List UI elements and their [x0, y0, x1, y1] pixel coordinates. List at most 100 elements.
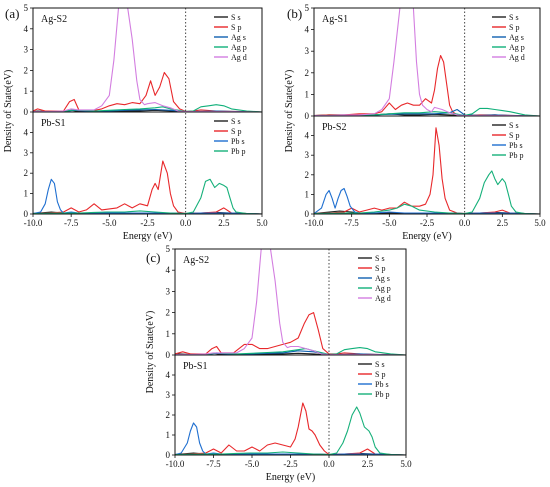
y-tick-label: 3: [24, 148, 29, 158]
y-axis-label: Density of State(eV): [284, 70, 295, 153]
legend-label: S s: [231, 117, 241, 126]
y-tick-label: 1: [305, 89, 310, 99]
y-tick-label: 1: [166, 430, 171, 440]
legend-label: S p: [231, 127, 241, 136]
x-tick-label: 5.0: [534, 218, 546, 228]
dos-subplot-ag-s1: 0 1 2 3 4 5 Ag-S1 S sS pAg sAg pAg d: [305, 3, 541, 121]
x-tick-label: -7.5: [64, 218, 79, 228]
series-line-s-p: [313, 54, 541, 117]
x-tick-label: 2.5: [362, 459, 374, 469]
dos-subplot-pb-s1: 0 1 2 3 4 Pb-S1 S sS pPb sPb p: [24, 117, 263, 219]
series-line-ag-p: [32, 104, 263, 113]
legend-label: Ag p: [509, 43, 525, 52]
series-line-s-p: [174, 402, 407, 456]
legend-label: Pb s: [231, 137, 245, 146]
legend-label: S s: [375, 254, 385, 263]
y-tick-label: 4: [24, 24, 29, 34]
y-tick-label: 3: [24, 45, 29, 55]
y-tick-label: 0: [166, 350, 171, 360]
series-line-ag-d: [314, 7, 541, 117]
legend-label: Pb p: [375, 390, 389, 399]
y-tick-label: 4: [305, 131, 310, 141]
subplot-title: Pb-S2: [322, 122, 346, 133]
dos-subplot-pb-s2: 0 1 2 3 4 Pb-S2 S sS pPb sPb p: [305, 121, 541, 219]
panel-label: (a): [5, 6, 19, 21]
y-tick-label: 3: [305, 46, 310, 56]
y-tick-label: 4: [166, 265, 171, 275]
y-tick-label: 2: [166, 410, 171, 420]
x-axis-label: Energy (eV): [266, 472, 316, 483]
legend-label: Ag d: [509, 53, 525, 62]
x-tick-label: -7.5: [345, 218, 360, 228]
y-tick-label: 2: [166, 308, 171, 318]
series-line-pb-p: [313, 170, 541, 215]
legend-label: Ag d: [231, 53, 247, 62]
y-tick-label: 4: [166, 370, 171, 380]
y-tick-label: 2: [305, 170, 310, 180]
dos-subplot-ag-s2: 0 1 2 3 4 5 Ag-S2 S sS pAg sAg pAg d: [24, 3, 263, 117]
x-tick-label: 5.0: [400, 459, 412, 469]
y-tick-label: 5: [24, 3, 29, 13]
y-tick-label: 1: [24, 86, 29, 96]
x-tick-label: -10.0: [305, 218, 324, 228]
x-axis-label: Energy (eV): [123, 231, 173, 242]
x-tick-label: -7.5: [206, 459, 221, 469]
y-tick-label: 0: [24, 209, 29, 219]
legend-label: Pb s: [509, 141, 523, 150]
x-tick-label: -2.5: [140, 218, 155, 228]
legend-label: S s: [509, 13, 519, 22]
panel-label: (c): [146, 250, 160, 265]
subplot-title: Ag-S1: [322, 14, 348, 25]
y-tick-label: 1: [166, 329, 171, 339]
y-tick-label: 5: [305, 3, 310, 13]
legend-label: Ag p: [375, 284, 391, 293]
x-tick-label: 0.0: [180, 218, 192, 228]
series-line-s-p: [32, 160, 263, 215]
y-tick-label: 5: [166, 244, 171, 254]
x-tick-label: 0.0: [459, 218, 471, 228]
legend-label: Pb s: [375, 380, 389, 389]
legend-label: S p: [375, 370, 385, 379]
y-tick-label: 3: [166, 286, 171, 296]
x-tick-label: -5.0: [245, 459, 260, 469]
legend-label: S p: [509, 131, 519, 140]
series-line-pb-s: [174, 422, 407, 456]
dos-subplot-pb-s1: 0 1 2 3 4 Pb-S1 S sS pPb sPb p: [166, 360, 407, 460]
x-tick-label: 0.0: [323, 459, 335, 469]
y-tick-label: 4: [305, 25, 310, 35]
y-axis-label: Density of State(eV): [3, 70, 14, 153]
subplot-title: Pb-S1: [183, 361, 207, 372]
y-tick-label: 0: [305, 111, 310, 121]
y-tick-label: 2: [305, 68, 310, 78]
subplot-title: Pb-S1: [41, 118, 65, 129]
series-line-pb-p: [174, 406, 407, 456]
legend-label: Ag d: [375, 294, 391, 303]
x-tick-label: -5.0: [382, 218, 397, 228]
legend-label: Ag s: [375, 274, 390, 283]
dos-subplot-ag-s2: 0 1 2 3 4 5 Ag-S2 S sS pAg sAg pAg d: [166, 244, 407, 360]
legend-label: S s: [509, 121, 519, 130]
x-tick-label: -10.0: [24, 218, 43, 228]
y-tick-label: 2: [24, 168, 29, 178]
y-tick-label: 4: [24, 127, 29, 137]
series-line-s-p: [32, 71, 263, 113]
y-tick-label: 0: [166, 450, 171, 460]
series-line-ag-d: [33, 7, 263, 113]
subplot-title: Ag-S2: [183, 255, 209, 266]
y-tick-label: 0: [24, 107, 29, 117]
legend-label: S p: [231, 23, 241, 32]
x-tick-label: -2.5: [420, 218, 435, 228]
y-tick-label: 3: [166, 390, 171, 400]
x-tick-label: 5.0: [256, 218, 268, 228]
dos-panel-3: (c) 0 1 2 3 4 5 Ag-S2 S s S p Ag sAg pAg d 0 1 2 3 4 Pb-…: [145, 244, 412, 483]
legend-label: Pb p: [231, 147, 245, 156]
subplot-title: Ag-S2: [41, 14, 67, 25]
legend-label: S p: [509, 23, 519, 32]
y-axis-label: Density of State(eV): [145, 311, 156, 394]
legend-label: Ag p: [231, 43, 247, 52]
x-tick-label: -5.0: [102, 218, 117, 228]
series-line-s-p: [313, 127, 541, 215]
